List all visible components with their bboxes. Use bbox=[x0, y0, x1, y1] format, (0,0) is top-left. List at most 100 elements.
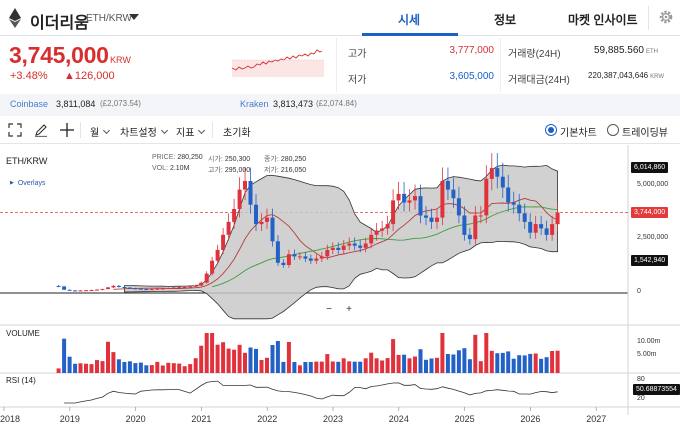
volume-bar bbox=[259, 360, 264, 373]
candle-body bbox=[95, 289, 99, 291]
volume-bar bbox=[292, 362, 297, 373]
volume-bar bbox=[555, 350, 560, 373]
zoom-out-button[interactable]: − bbox=[326, 304, 332, 315]
candle-body bbox=[374, 230, 379, 235]
candle-body bbox=[177, 287, 182, 289]
volume-bar bbox=[374, 358, 379, 373]
volume-bar bbox=[467, 359, 472, 373]
high-label: 고가 bbox=[348, 49, 367, 60]
candle-body bbox=[89, 290, 94, 291]
candle-body bbox=[522, 213, 527, 222]
candle-body bbox=[248, 181, 253, 205]
zoom-in-button[interactable]: + bbox=[346, 304, 352, 315]
fullscreen-icon[interactable] bbox=[8, 123, 22, 137]
bollinger-band bbox=[124, 164, 558, 320]
volume-bar bbox=[281, 361, 286, 373]
volume-bar bbox=[210, 333, 215, 373]
volume-bar bbox=[550, 351, 555, 373]
low-value: 3,605,000 bbox=[449, 71, 495, 82]
volume-bar bbox=[358, 361, 363, 373]
interval-dropdown[interactable]: 월 bbox=[90, 124, 111, 139]
candle-body bbox=[265, 217, 269, 222]
candle-body bbox=[149, 289, 154, 291]
crosshair-icon[interactable] bbox=[60, 123, 74, 137]
info-price: PRICE: 280,250 bbox=[152, 154, 203, 161]
candle-body bbox=[210, 260, 215, 274]
tab-info[interactable]: 정보 bbox=[494, 13, 517, 27]
reset-button[interactable]: 초기화 bbox=[223, 128, 251, 139]
volume-bar bbox=[106, 341, 110, 373]
tradingview-label[interactable]: 트레이딩뷰 bbox=[622, 128, 668, 139]
amount-24h-value: 220,387,043,646 KRW bbox=[588, 71, 664, 80]
tab-market-insight[interactable]: 마켓 인사이트 bbox=[568, 13, 638, 27]
candle-body bbox=[429, 217, 434, 222]
candle-body bbox=[193, 285, 198, 287]
candle-body bbox=[495, 168, 500, 177]
candle-body bbox=[116, 285, 121, 287]
overlays-toggle[interactable]: Overlays bbox=[10, 180, 46, 187]
candle-body bbox=[555, 212, 560, 225]
exchange-gbp-coinbase: (£2,073.54) bbox=[100, 99, 141, 108]
volume-bar bbox=[308, 362, 313, 373]
indicators-dropdown[interactable]: 지표 bbox=[176, 124, 206, 139]
volume-24h-value: 59,885.560 ETH bbox=[593, 45, 658, 56]
volume-bar bbox=[429, 358, 434, 373]
candle-body bbox=[352, 243, 357, 246]
price-chart[interactable]: ETH/KRW Overlays PRICE:280,250 시가:250,30… bbox=[0, 145, 680, 429]
volume-bar bbox=[396, 354, 401, 373]
volume-bar bbox=[369, 352, 374, 373]
volume-bar bbox=[188, 364, 193, 373]
candle-body bbox=[243, 181, 247, 190]
volume-bar bbox=[78, 363, 83, 373]
volume-bar bbox=[67, 356, 72, 373]
volume-bar bbox=[544, 357, 549, 373]
volume-bar bbox=[528, 353, 533, 373]
coin-header: 이더리움 ETH/KRW 시세 정보 마켓 인사이트 bbox=[0, 0, 680, 36]
coin-select-caret-icon[interactable] bbox=[129, 14, 139, 20]
volume-bar bbox=[424, 359, 428, 373]
x-axis-label: 2027 bbox=[586, 414, 607, 424]
candle-body bbox=[500, 176, 505, 188]
candle-body bbox=[111, 285, 116, 288]
exchange-name-kraken[interactable]: Kraken bbox=[240, 99, 269, 109]
rsi-line bbox=[64, 380, 558, 404]
volume-bar bbox=[248, 347, 253, 373]
x-axis-label: 2019 bbox=[59, 414, 80, 424]
volume-bar bbox=[456, 350, 461, 373]
candle-body bbox=[330, 247, 335, 250]
exchange-value-kraken: 3,813,473 bbox=[273, 99, 314, 109]
volume-bar bbox=[511, 358, 516, 373]
volume-bar bbox=[265, 357, 269, 373]
volume-bar bbox=[254, 348, 258, 373]
candle-body bbox=[297, 256, 302, 258]
volume-bar bbox=[84, 363, 88, 373]
basic-chart-radio[interactable] bbox=[545, 124, 557, 136]
candle-body bbox=[369, 234, 374, 244]
coin-name: 이더리움 bbox=[30, 15, 89, 32]
gear-icon[interactable] bbox=[658, 9, 674, 25]
candle-body bbox=[424, 215, 428, 218]
moving-average-red bbox=[113, 197, 558, 290]
chevron-down-icon bbox=[160, 126, 168, 135]
candle-body bbox=[182, 287, 187, 288]
candle-body bbox=[56, 285, 61, 287]
volume-bar bbox=[533, 353, 538, 373]
x-axis-label: 2025 bbox=[454, 414, 475, 424]
tradingview-radio[interactable] bbox=[607, 124, 619, 136]
volume-bar bbox=[500, 352, 505, 373]
basic-chart-label[interactable]: 기본차트 bbox=[560, 128, 597, 139]
volume-bar bbox=[478, 361, 483, 373]
exchange-name-coinbase[interactable]: Coinbase bbox=[10, 99, 49, 109]
pencil-icon[interactable] bbox=[34, 123, 48, 137]
candle-body bbox=[275, 241, 280, 263]
tab-quotes[interactable]: 시세 bbox=[398, 13, 421, 27]
moving-average-green bbox=[211, 206, 558, 288]
volume-bar bbox=[336, 361, 341, 373]
candle-body bbox=[319, 256, 324, 259]
candle-body bbox=[473, 215, 478, 240]
candle-body bbox=[358, 245, 363, 248]
chart-canvas[interactable] bbox=[0, 145, 680, 429]
chart-settings-dropdown[interactable]: 차트설정 bbox=[120, 124, 168, 139]
candle-body bbox=[204, 273, 209, 283]
candle-body bbox=[506, 187, 511, 203]
